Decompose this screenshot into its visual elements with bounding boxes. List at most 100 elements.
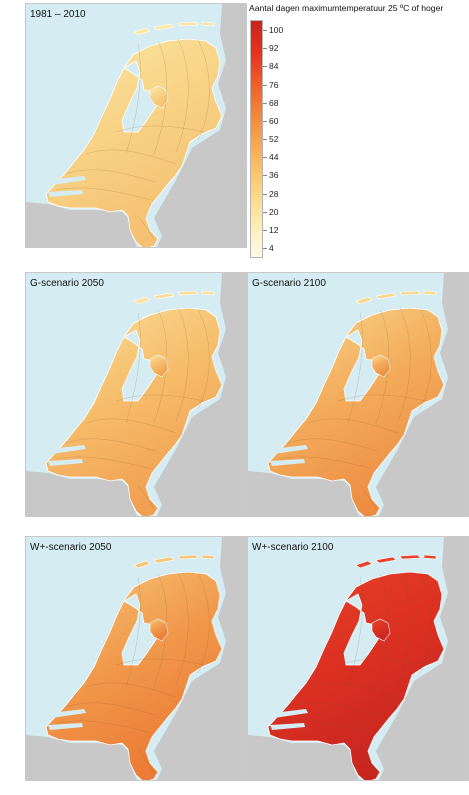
legend-tick-label: 84 xyxy=(269,61,279,72)
ijsselmeer-water xyxy=(121,60,161,133)
legend-tick-labels: 100 92 84 76 68 60 52 44 36 28 20 12 4 xyxy=(263,20,303,258)
netherlands-land xyxy=(45,38,223,247)
legend-tick-mark xyxy=(263,66,267,68)
netherlands-map xyxy=(248,537,468,780)
isoline xyxy=(153,573,167,688)
wadden-island xyxy=(355,560,373,569)
netherlands-land xyxy=(45,307,223,516)
wadden-island xyxy=(133,27,151,36)
isoline xyxy=(85,418,177,434)
wadden-island xyxy=(201,554,215,560)
ijsselmeer-water xyxy=(121,329,161,402)
flevoland-polder xyxy=(371,618,391,642)
panel-title: W+-scenario 2100 xyxy=(252,542,334,553)
wadden-island xyxy=(153,292,175,300)
estuary-water xyxy=(48,190,83,197)
legend-tick-label: 60 xyxy=(269,115,279,126)
germany-land xyxy=(154,273,246,516)
estuary-water xyxy=(270,459,305,466)
legend-tick-label: 20 xyxy=(269,206,279,217)
legend-tick-mark xyxy=(263,30,267,31)
isoline xyxy=(125,312,141,424)
wadden-island xyxy=(177,290,199,296)
panel-title: G-scenario 2050 xyxy=(30,278,104,289)
isoline xyxy=(115,658,205,666)
isoline xyxy=(419,572,432,674)
wadden-island xyxy=(177,21,199,27)
legend-tick-mark xyxy=(263,139,267,140)
isoline xyxy=(197,39,210,141)
legend-tick-label: 52 xyxy=(269,134,279,144)
legend-tick-mark xyxy=(263,193,267,195)
belgium-land xyxy=(248,735,360,780)
germany-land xyxy=(154,4,246,247)
isoline xyxy=(419,308,432,410)
estuary-water xyxy=(48,723,83,730)
isoline xyxy=(337,658,427,666)
wadden-island xyxy=(133,296,151,305)
legend-tick-mark xyxy=(263,229,267,231)
netherlands-land xyxy=(45,571,223,780)
legend-tick-mark xyxy=(263,157,267,159)
netherlands-map xyxy=(26,4,246,247)
wadden-island xyxy=(375,292,397,300)
isoline xyxy=(277,456,374,470)
wadden-island xyxy=(177,554,199,560)
netherlands-map xyxy=(248,273,468,516)
wadden-island xyxy=(423,554,437,560)
isoline xyxy=(175,38,189,153)
isoline xyxy=(55,456,152,470)
legend-tick-label: 76 xyxy=(269,79,279,90)
isoline xyxy=(287,702,379,716)
legend-title: Aantal dagen maximumtemperatuur 25 ºC of… xyxy=(249,3,444,13)
isoline xyxy=(55,187,152,201)
isoline xyxy=(115,394,205,402)
panel-title: W+-scenario 2050 xyxy=(30,542,112,553)
legend-tick-mark xyxy=(263,120,267,122)
legend-tick-label: 100 xyxy=(269,25,284,35)
isoline xyxy=(287,438,379,452)
isoline xyxy=(137,484,155,510)
wadden-island xyxy=(201,290,215,296)
isoline xyxy=(307,418,399,434)
legend-tick-mark xyxy=(263,48,267,50)
panel-title: G-scenario 2100 xyxy=(252,278,326,289)
map-panel-w-2100: W+-scenario 2100 xyxy=(247,536,469,781)
isoline xyxy=(125,576,141,688)
isoline xyxy=(197,308,210,410)
flevoland-polder xyxy=(149,85,169,109)
ijsselmeer-water xyxy=(343,329,383,402)
wadden-island xyxy=(399,290,421,296)
netherlands-map xyxy=(26,273,246,516)
belgium-land xyxy=(26,735,138,780)
isoline xyxy=(55,720,152,734)
legend-tick-mark xyxy=(263,175,267,177)
netherlands-land xyxy=(267,571,445,780)
map-panel-g-2100: G-scenario 2100 xyxy=(247,272,469,517)
belgium-land xyxy=(26,471,138,516)
legend-tick-mark xyxy=(263,248,267,249)
isoline xyxy=(197,572,210,674)
legend-tick-label: 68 xyxy=(269,97,279,108)
estuary-water xyxy=(50,445,86,454)
wadden-island xyxy=(153,23,175,31)
isoline xyxy=(347,312,363,424)
belgium-land xyxy=(248,471,360,516)
map-panel-w-2050: W+-scenario 2050 xyxy=(25,536,247,781)
isoline xyxy=(397,307,411,422)
legend-tick-label: 92 xyxy=(269,43,279,54)
netherlands-map xyxy=(26,537,246,780)
flevoland-polder xyxy=(149,618,169,642)
isoline xyxy=(137,215,155,241)
isoline xyxy=(359,484,377,510)
estuary-water xyxy=(50,176,86,185)
isoline xyxy=(375,573,389,688)
isoline xyxy=(175,307,189,422)
isoline xyxy=(347,576,363,688)
legend-tick-mark xyxy=(263,84,267,86)
isoline xyxy=(65,438,157,452)
isoline xyxy=(137,748,155,774)
isoline xyxy=(153,309,167,424)
legend-tick-mark xyxy=(263,102,267,104)
wadden-island xyxy=(133,560,151,569)
